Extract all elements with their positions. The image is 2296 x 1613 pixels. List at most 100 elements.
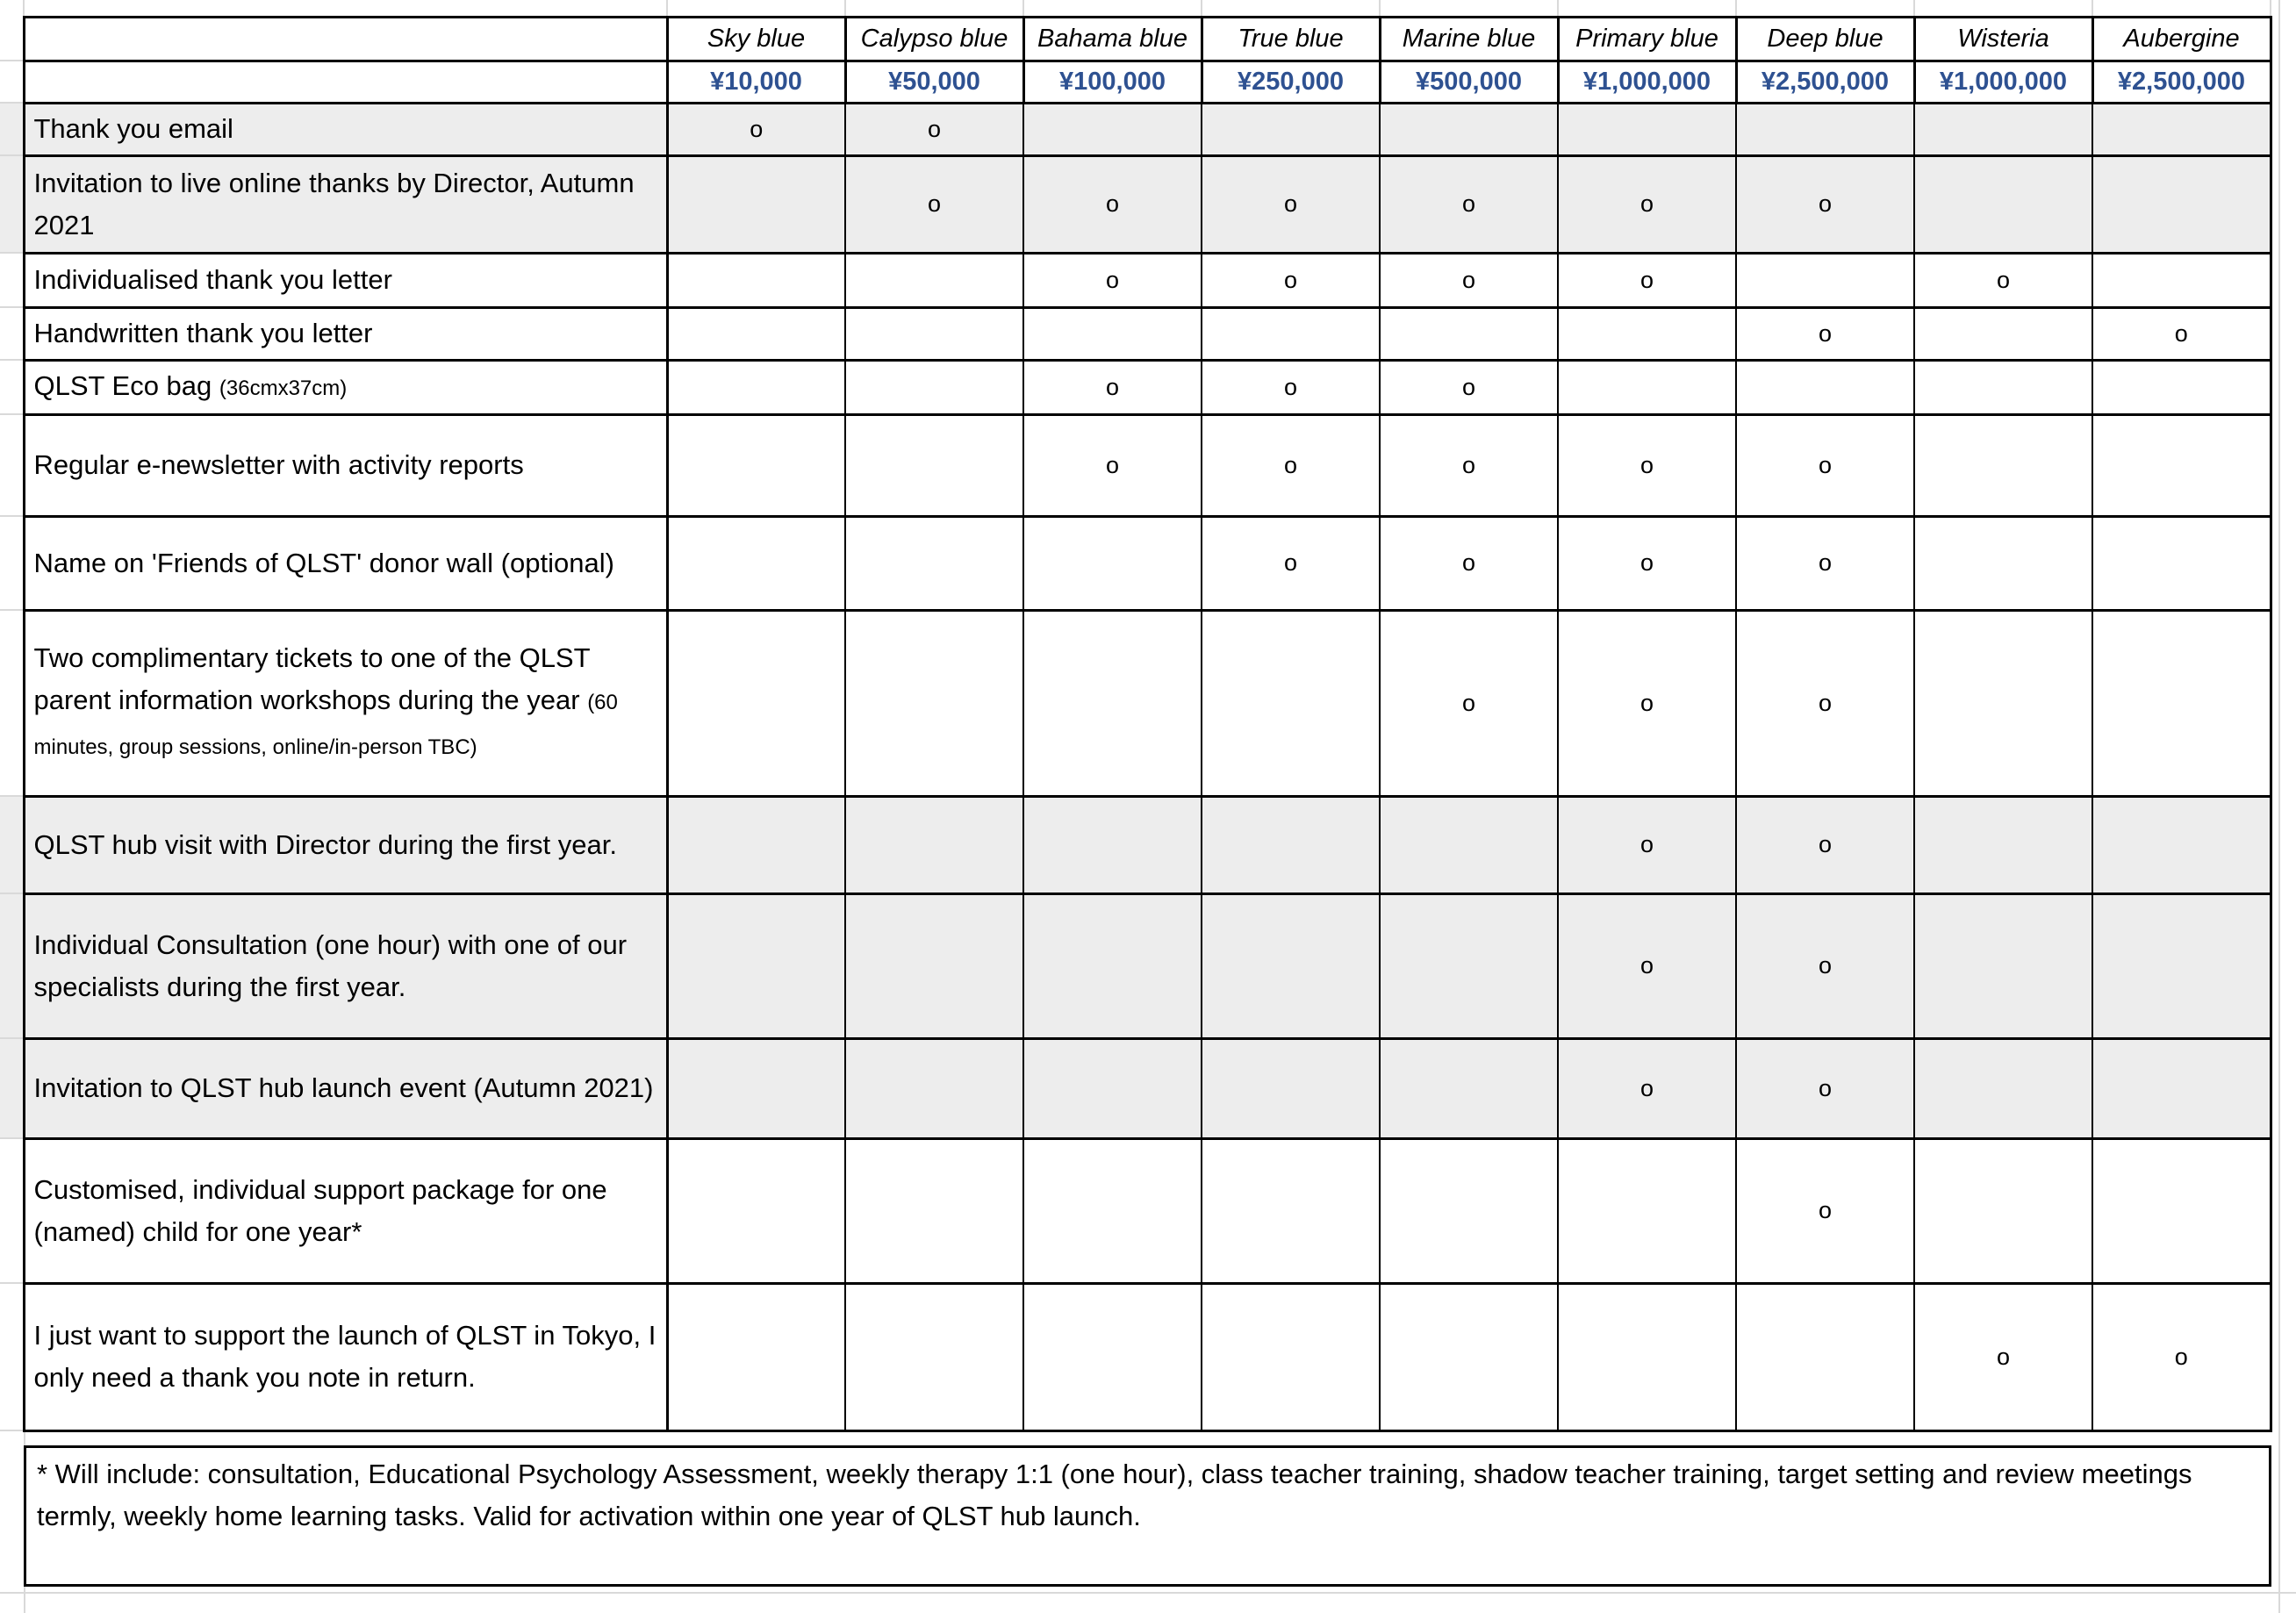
tier-name-cell[interactable]: Aubergine [2091, 15, 2272, 62]
tier-amount-cell[interactable]: ¥100,000 [1022, 59, 1203, 104]
benefit-mark-cell[interactable] [1913, 514, 2093, 612]
row-label-cell[interactable]: Customised, individual support package f… [22, 1136, 669, 1285]
tier-amount-cell[interactable]: ¥500,000 [1378, 59, 1560, 104]
benefit-mark-cell[interactable]: o [1022, 358, 1202, 416]
benefit-mark-cell[interactable] [1913, 892, 2093, 1040]
benefit-mark-cell[interactable]: o [1735, 154, 1915, 254]
benefit-mark-cell[interactable]: o [2092, 1281, 2272, 1432]
tier-amount-cell[interactable]: ¥10,000 [665, 59, 847, 104]
benefit-mark-cell[interactable] [1022, 305, 1202, 362]
benefit-mark-cell[interactable]: o [1913, 251, 2093, 309]
benefit-mark-cell[interactable] [1379, 1136, 1559, 1285]
benefit-mark-cell[interactable] [1735, 358, 1915, 416]
tier-name-cell[interactable]: Deep blue [1734, 15, 1916, 62]
benefit-mark-cell[interactable]: o [1379, 514, 1559, 612]
benefit-mark-cell[interactable] [1201, 892, 1381, 1040]
benefit-mark-cell[interactable] [2092, 1036, 2272, 1140]
benefit-mark-cell[interactable] [666, 154, 846, 254]
tier-amount-cell[interactable]: ¥2,500,000 [2091, 59, 2272, 104]
benefit-mark-cell[interactable]: o [1379, 251, 1559, 309]
benefit-mark-cell[interactable]: o [1735, 608, 1915, 798]
benefit-mark-cell[interactable]: o [1557, 412, 1737, 518]
benefit-mark-cell[interactable] [666, 608, 846, 798]
row-label-cell[interactable]: Invitation to QLST hub launch event (Aut… [22, 1036, 669, 1140]
benefit-mark-cell[interactable] [1557, 101, 1737, 157]
benefit-mark-cell[interactable]: o [1557, 251, 1737, 309]
benefit-mark-cell[interactable] [666, 358, 846, 416]
benefit-mark-cell[interactable] [844, 1281, 1024, 1432]
tier-name-cell[interactable]: Wisteria [1912, 15, 2094, 62]
benefit-mark-cell[interactable]: o [844, 154, 1024, 254]
benefit-mark-cell[interactable] [2092, 251, 2272, 309]
benefit-mark-cell[interactable]: o [1022, 154, 1202, 254]
benefit-mark-cell[interactable] [666, 1036, 846, 1140]
benefit-mark-cell[interactable] [1735, 101, 1915, 157]
row-label-cell[interactable]: Name on 'Friends of QLST' donor wall (op… [22, 514, 669, 612]
benefit-mark-cell[interactable] [1557, 305, 1737, 362]
benefit-mark-cell[interactable] [1735, 251, 1915, 309]
benefit-mark-cell[interactable] [666, 1136, 846, 1285]
benefit-mark-cell[interactable] [1379, 101, 1559, 157]
row-label-cell[interactable]: Thank you email [22, 101, 669, 157]
tier-name-cell[interactable]: Calypso blue [843, 15, 1025, 62]
benefit-mark-cell[interactable] [844, 892, 1024, 1040]
tier-amount-cell[interactable]: ¥2,500,000 [1734, 59, 1916, 104]
benefit-mark-cell[interactable] [666, 892, 846, 1040]
benefit-mark-cell[interactable] [666, 251, 846, 309]
benefit-mark-cell[interactable] [1557, 1136, 1737, 1285]
footnote-cell[interactable]: * Will include: consultation, Educationa… [24, 1445, 2271, 1587]
benefit-mark-cell[interactable] [1022, 514, 1202, 612]
row-label-cell[interactable]: Invitation to live online thanks by Dire… [22, 154, 669, 254]
benefit-mark-cell[interactable]: o [1735, 514, 1915, 612]
benefit-mark-cell[interactable] [1379, 305, 1559, 362]
benefit-mark-cell[interactable] [1913, 794, 2093, 895]
benefit-mark-cell[interactable]: o [1201, 412, 1381, 518]
benefit-mark-cell[interactable]: o [1379, 412, 1559, 518]
benefit-mark-cell[interactable] [1022, 1281, 1202, 1432]
benefit-mark-cell[interactable]: o [1201, 358, 1381, 416]
benefit-mark-cell[interactable]: o [1735, 412, 1915, 518]
amounts-header-blank-cell[interactable] [22, 59, 669, 104]
tier-name-cell[interactable]: Marine blue [1378, 15, 1560, 62]
benefit-mark-cell[interactable]: o [1557, 608, 1737, 798]
benefit-mark-cell[interactable]: o [1913, 1281, 2093, 1432]
benefit-mark-cell[interactable]: o [1201, 154, 1381, 254]
benefit-mark-cell[interactable] [1913, 1036, 2093, 1140]
benefit-mark-cell[interactable] [844, 794, 1024, 895]
benefit-mark-cell[interactable] [1201, 101, 1381, 157]
benefit-mark-cell[interactable] [2092, 794, 2272, 895]
benefit-mark-cell[interactable] [844, 608, 1024, 798]
benefit-mark-cell[interactable]: o [1201, 251, 1381, 309]
benefit-mark-cell[interactable] [1022, 1036, 1202, 1140]
benefit-mark-cell[interactable] [2092, 1136, 2272, 1285]
row-label-cell[interactable]: Handwritten thank you letter [22, 305, 669, 362]
benefit-mark-cell[interactable] [1913, 154, 2093, 254]
tier-amount-cell[interactable]: ¥50,000 [843, 59, 1025, 104]
benefit-mark-cell[interactable] [1379, 794, 1559, 895]
benefit-mark-cell[interactable] [1201, 608, 1381, 798]
benefit-mark-cell[interactable] [1379, 1281, 1559, 1432]
benefit-mark-cell[interactable] [1379, 892, 1559, 1040]
benefit-mark-cell[interactable] [1557, 358, 1737, 416]
benefit-mark-cell[interactable]: o [666, 101, 846, 157]
benefit-mark-cell[interactable] [1913, 608, 2093, 798]
benefit-mark-cell[interactable]: o [1022, 251, 1202, 309]
benefit-mark-cell[interactable] [2092, 154, 2272, 254]
benefit-mark-cell[interactable] [844, 412, 1024, 518]
benefit-mark-cell[interactable]: o [1201, 514, 1381, 612]
benefit-mark-cell[interactable]: o [1735, 892, 1915, 1040]
tier-name-cell[interactable]: Sky blue [665, 15, 847, 62]
benefit-mark-cell[interactable] [1022, 892, 1202, 1040]
benefits-header-blank-cell[interactable] [22, 15, 669, 62]
row-label-cell[interactable]: Individual Consultation (one hour) with … [22, 892, 669, 1040]
benefit-mark-cell[interactable] [1022, 608, 1202, 798]
row-label-cell[interactable]: Two complimentary tickets to one of the … [22, 608, 669, 798]
tier-amount-cell[interactable]: ¥1,000,000 [1912, 59, 2094, 104]
benefit-mark-cell[interactable] [1913, 305, 2093, 362]
row-label-cell[interactable]: Individualised thank you letter [22, 251, 669, 309]
tier-name-cell[interactable]: Primary blue [1556, 15, 1738, 62]
benefit-mark-cell[interactable] [1022, 1136, 1202, 1285]
benefit-mark-cell[interactable] [1379, 1036, 1559, 1140]
benefit-mark-cell[interactable]: o [1557, 514, 1737, 612]
benefit-mark-cell[interactable]: o [1022, 412, 1202, 518]
